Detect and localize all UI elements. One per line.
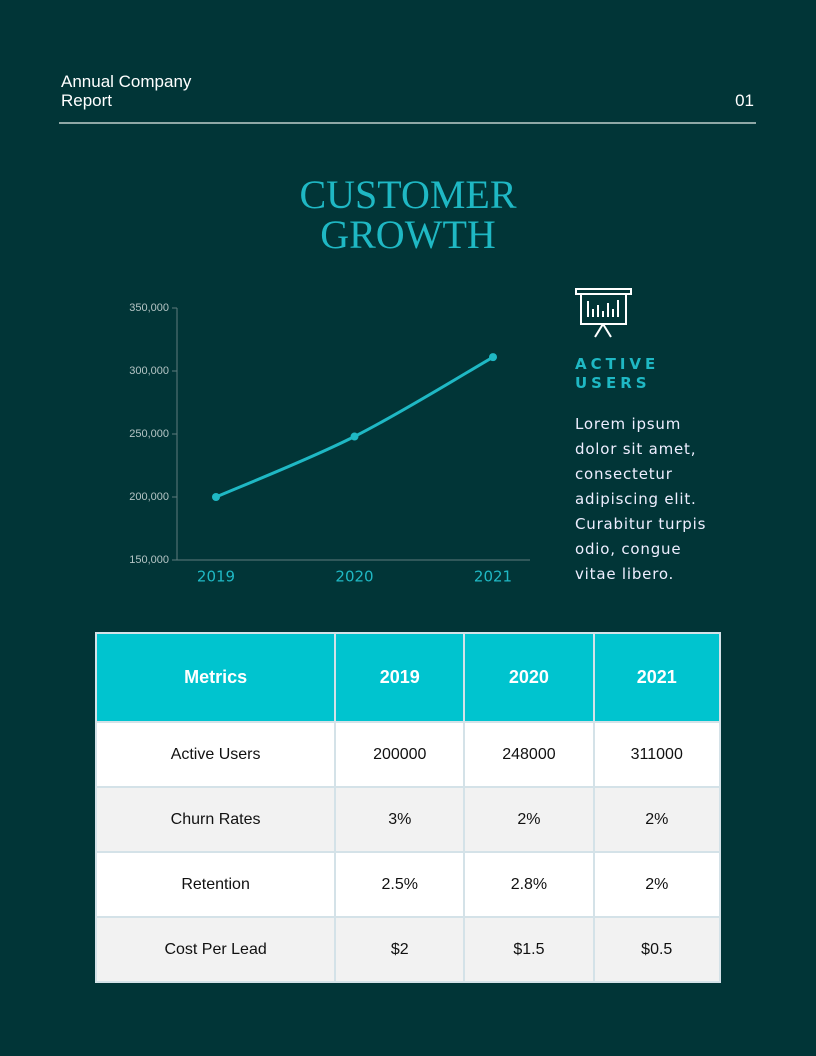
table-row: Churn Rates 3% 2% 2% — [94, 786, 721, 853]
table-cell: $2 — [334, 916, 466, 983]
header-cell: 2020 — [463, 632, 595, 723]
table-cell: 3% — [334, 786, 466, 853]
y-tick-label: 350,000 — [129, 302, 169, 314]
table-cell: 248000 — [463, 721, 595, 788]
table-cell: 2% — [592, 851, 721, 918]
heading: CUSTOMER GROWTH — [299, 172, 517, 257]
table-row: Active Users 200000 248000 311000 — [94, 721, 721, 788]
metrics-table: Metrics 2019 2020 2021 Active Users 200000 248… — [94, 632, 721, 983]
y-tick-label: 150,000 — [129, 554, 169, 566]
x-tick-label: 2021 — [474, 568, 512, 586]
point — [489, 353, 497, 362]
table-cell: Active Users — [94, 721, 337, 788]
line — [215, 355, 494, 499]
table-cell: 2% — [592, 786, 721, 853]
table-cell: $0.5 — [592, 916, 721, 983]
table-cell: Churn Rates — [94, 786, 337, 853]
table-cell: Cost Per Lead — [94, 916, 337, 983]
table-cell: Retention — [94, 851, 337, 918]
aside-text: Lorem ipsum dolor sit amet, consectetur … — [575, 415, 707, 583]
header-cell: Metrics — [94, 632, 337, 723]
header-cell: 2021 — [592, 632, 721, 723]
x-tick-label: 2019 — [197, 568, 235, 586]
table-cell: 200000 — [334, 721, 466, 788]
y-tick-label: 300,000 — [129, 365, 169, 377]
table-cell: 2% — [463, 786, 595, 853]
table-cell: 2.5% — [334, 851, 466, 918]
header-cell: 2019 — [334, 632, 466, 723]
divider — [59, 122, 756, 124]
point — [212, 493, 220, 501]
table-cell: 311000 — [592, 721, 721, 788]
y-tick-label: 250,000 — [129, 428, 169, 440]
aside-title: ACTIVE USERS — [575, 355, 660, 392]
page-number: 01 — [735, 91, 754, 110]
point — [350, 432, 359, 441]
x-tick-label: 2020 — [335, 568, 373, 586]
table-row: Cost Per Lead $2 $1.5 $0.5 — [94, 916, 721, 983]
report-title: Annual Company Report — [61, 72, 192, 110]
presentation-icon — [575, 288, 632, 338]
header-row: Metrics 2019 2020 2021 — [94, 632, 721, 723]
y-tick-label: 200,000 — [129, 491, 169, 503]
chart: 150,000 200,000 250,000 300,000 350,000 2019 2… — [129, 302, 530, 586]
table-row: Retention 2.5% 2.8% 2% — [94, 851, 721, 918]
table-cell: 2.8% — [463, 851, 595, 918]
table-cell: $1.5 — [463, 916, 595, 983]
